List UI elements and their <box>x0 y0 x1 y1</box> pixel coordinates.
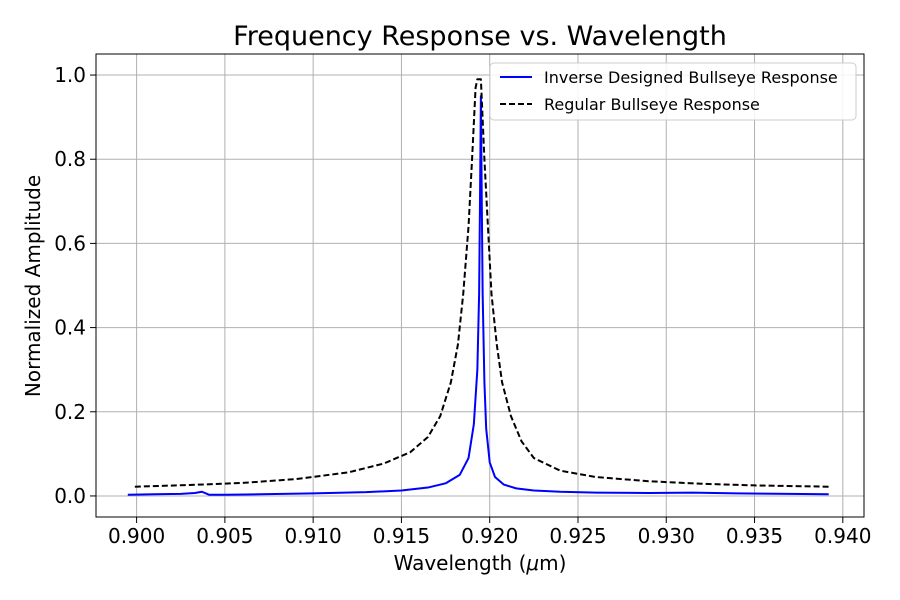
x-axis-label: Wavelength (μm) <box>394 551 567 575</box>
tick-layer: 0.900 0.905 0.910 0.915 0.920 0.925 0.930 0.935… <box>54 63 871 548</box>
series-layer <box>127 78 829 496</box>
x-axis-label-mu: μ <box>525 551 539 575</box>
y-tick-label: 1.0 <box>54 63 86 87</box>
y-tick-label: 0.0 <box>54 484 86 508</box>
x-axis-label-unit: m) <box>539 551 566 575</box>
y-tick-label: 0.2 <box>54 400 86 424</box>
legend-label-regular: Regular Bullseye Response <box>544 95 760 114</box>
y-tick-label: 0.4 <box>54 316 86 340</box>
x-tick-label: 0.910 <box>285 524 342 548</box>
x-tick-label: 0.920 <box>461 524 518 548</box>
series-line-inverse-designed <box>127 95 829 496</box>
legend-label-inverse: Inverse Designed Bullseye Response <box>544 68 838 87</box>
x-tick-label: 0.905 <box>196 524 253 548</box>
x-tick-label: 0.930 <box>638 524 695 548</box>
plot-frame <box>95 53 865 518</box>
y-tick-label: 0.6 <box>54 231 86 255</box>
series-line-regular <box>134 78 829 488</box>
x-tick-label: 0.915 <box>373 524 430 548</box>
x-axis-label-main: Wavelength ( <box>394 551 527 575</box>
x-tick-label: 0.925 <box>549 524 606 548</box>
y-axis-label: Normalized Amplitude <box>21 175 45 397</box>
x-tick-label: 0.940 <box>814 524 871 548</box>
legend: Inverse Designed Bullseye Response Regul… <box>489 62 857 121</box>
y-tick-label: 0.8 <box>54 147 86 171</box>
x-tick-label: 0.900 <box>108 524 165 548</box>
legend-box <box>489 62 857 121</box>
x-tick-label: 0.935 <box>726 524 783 548</box>
chart-title: Frequency Response vs. Wavelength <box>233 21 727 52</box>
